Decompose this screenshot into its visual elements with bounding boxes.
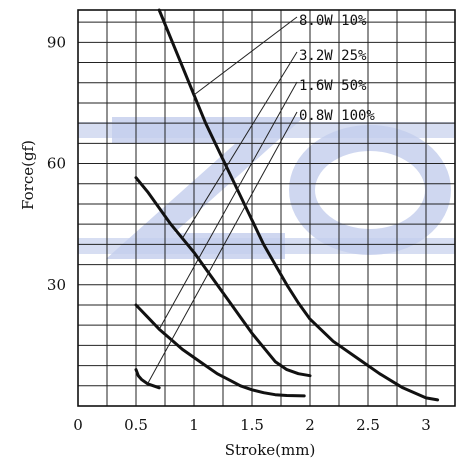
x-tick-label: 2.5 [356, 416, 380, 434]
y-tick-label: 30 [47, 276, 66, 294]
plot-frame [77, 9, 456, 407]
grid [78, 10, 455, 406]
series-label-3: 1.6W 50% [299, 78, 367, 94]
x-tick-labels: 0 0.5 1 1.5 2 2.5 3 [73, 416, 431, 434]
x-axis-title: Stroke(mm) [225, 441, 316, 459]
x-tick-label: 2 [305, 416, 315, 434]
x-tick-label: 0 [73, 416, 83, 434]
series-line-4 [134, 368, 161, 390]
leader-line-3 [158, 81, 298, 330]
y-tick-label: 60 [47, 155, 66, 173]
x-tick-label: 1 [189, 416, 199, 434]
x-tick-label: 0.5 [124, 416, 148, 434]
watermark-logo [78, 117, 455, 259]
y-axis-title: Force(gf) [19, 140, 37, 210]
leader-line-4 [147, 111, 298, 385]
curves [134, 8, 440, 402]
watermark-letter-z [105, 117, 305, 259]
x-tick-label: 1.5 [240, 416, 264, 434]
series-labels: 8.0W 10% 3.2W 25% 1.6W 50% 0.8W 100% [299, 13, 375, 124]
y-tick-label: 90 [47, 33, 66, 51]
watermark-letter-o [289, 125, 451, 255]
series-line-1 [157, 8, 440, 402]
series-label-2: 3.2W 25% [299, 48, 367, 64]
leaders [147, 16, 298, 385]
series-line-2 [134, 176, 312, 378]
x-tick-label: 3 [421, 416, 431, 434]
y-tick-labels: 30 60 90 [47, 33, 66, 293]
leader-line-1 [193, 16, 298, 96]
series-label-4: 0.8W 100% [299, 108, 375, 124]
leader-line-2 [181, 51, 298, 239]
series-label-1: 8.0W 10% [299, 13, 367, 29]
series-line-3 [134, 303, 306, 398]
